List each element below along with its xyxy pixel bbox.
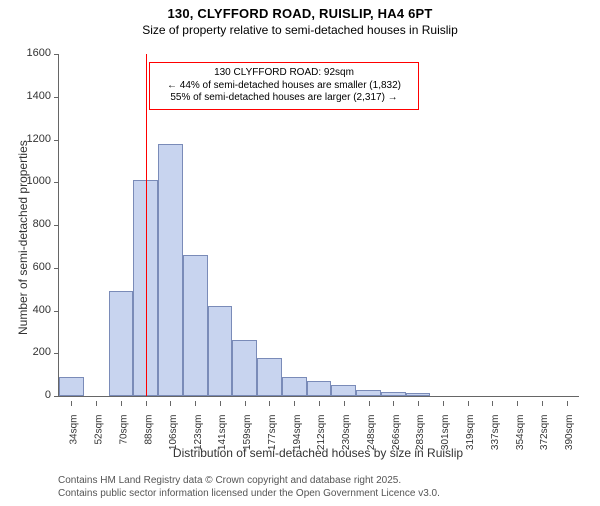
y-tick-label: 400 [33,304,51,316]
histogram-bar [282,377,307,396]
x-tick-label: 283sqm [416,415,427,451]
y-axis-label: Number of semi-detached properties [16,140,30,335]
x-tick-label: 212sqm [317,415,328,451]
x-tick-label: 266sqm [391,415,402,451]
reference-line [146,54,147,396]
x-tick-label: 230sqm [341,415,352,451]
y-tick-label: 600 [33,261,51,273]
y-tick-label: 1600 [27,47,51,59]
x-tick-label: 337sqm [490,415,501,451]
x-tick-label: 194sqm [292,415,303,451]
page-title: 130, CLYFFORD ROAD, RUISLIP, HA4 6PT [0,6,600,21]
y-tick-label: 1400 [27,90,51,102]
histogram-bar [307,381,332,396]
histogram-bar [331,385,356,396]
histogram-bar [232,340,257,396]
histogram-bar [59,377,84,396]
y-tick-label: 0 [45,389,51,401]
histogram-bar [158,144,183,396]
histogram-bar [381,392,406,396]
x-tick-label: 123sqm [193,415,204,451]
x-tick-label: 106sqm [168,415,179,451]
x-tick-label: 248sqm [366,415,377,451]
footer-attribution: Contains HM Land Registry data © Crown c… [58,474,440,500]
page-subtitle: Size of property relative to semi-detach… [0,23,600,37]
annotation-line: 55% of semi-detached houses are larger (… [156,92,412,105]
y-tick-label: 200 [33,346,51,358]
x-tick-label: 177sqm [267,415,278,451]
x-tick-label: 372sqm [539,415,550,451]
x-tick-label: 301sqm [440,415,451,451]
footer-line1: Contains HM Land Registry data © Crown c… [58,474,440,487]
y-tick-label: 1000 [27,175,51,187]
y-tick-label: 1200 [27,133,51,145]
histogram-bar [208,306,233,396]
x-tick-label: 159sqm [242,415,253,451]
x-tick-label: 88sqm [143,415,154,445]
x-tick-label: 354sqm [515,415,526,451]
x-axis-label: Distribution of semi-detached houses by … [58,446,578,460]
histogram-bar [356,390,381,396]
x-tick-label: 390sqm [564,415,575,451]
histogram-bar [109,291,134,396]
x-tick-label: 34sqm [69,415,80,445]
histogram-bar [257,358,282,396]
y-tick-label: 800 [33,218,51,230]
x-tick-label: 70sqm [118,415,129,445]
footer-line2: Contains public sector information licen… [58,487,440,500]
x-tick-label: 52sqm [94,415,105,445]
x-tick-label: 141sqm [217,415,228,451]
histogram-bar [183,255,208,396]
annotation-line: 130 CLYFFORD ROAD: 92sqm [156,67,412,80]
annotation-box: 130 CLYFFORD ROAD: 92sqm← 44% of semi-de… [149,62,419,110]
x-tick-label: 319sqm [465,415,476,451]
annotation-line: ← 44% of semi-detached houses are smalle… [156,80,412,93]
histogram-chart: 0200400600800100012001400160034sqm52sqm7… [58,54,579,397]
histogram-bar [406,393,431,396]
